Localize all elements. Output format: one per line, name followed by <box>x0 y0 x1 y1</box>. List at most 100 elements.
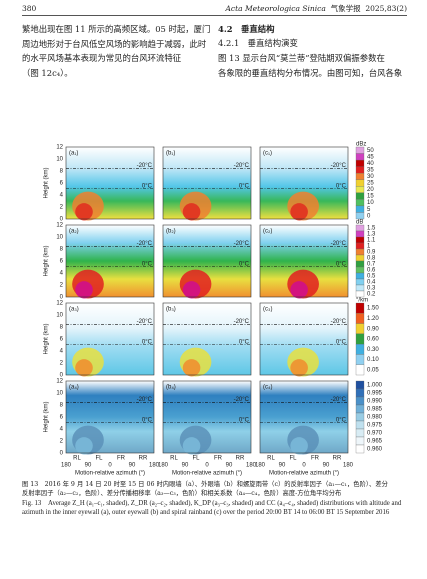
colorbar-segment <box>355 323 365 335</box>
colorbar-tick-label: 0 <box>367 213 371 219</box>
caption-line: 反射率因子（a₂—c₂，色阶）、差分传播相移率（a₃—c₃，色阶）和相关系数（a… <box>22 490 342 497</box>
x-tick-label: 90 <box>279 463 286 469</box>
colorbar-segment <box>355 396 365 406</box>
colorbar-segment <box>355 236 365 244</box>
text-line: 各象限的垂直结构分布情况。由图可知，台风各象 <box>218 67 403 78</box>
x-tick-label: 90 <box>85 463 92 469</box>
y-tick-label: 4 <box>60 193 64 199</box>
colorbar-tick-label: 0.960 <box>367 447 383 453</box>
field-core <box>290 437 308 455</box>
colorbar-segment <box>355 153 365 161</box>
x-tick-label: 180 <box>158 463 169 469</box>
colorbar-segment <box>355 205 365 213</box>
colorbar-unit: dBz <box>356 142 366 148</box>
y-tick-label: 0 <box>60 295 64 301</box>
y-tick-label: 12 <box>56 301 63 307</box>
isotherm-label: -20°C <box>331 163 347 169</box>
panel-frame <box>259 146 349 220</box>
x-tick-label: 0 <box>302 463 306 469</box>
isotherm-label: 0°C <box>239 417 250 423</box>
panel-frame <box>65 224 155 298</box>
isotherm-label: -20°C <box>137 163 153 169</box>
panel-label: (b₃) <box>166 307 176 313</box>
subsection-heading: 4.2.1 垂直结构演变 <box>218 38 298 48</box>
colorbar-tick-label: 0.30 <box>367 347 379 353</box>
panel-frame <box>65 302 155 376</box>
colorbar-segment <box>355 412 365 422</box>
colorbar-segment <box>355 230 365 238</box>
panel-frame <box>162 380 252 454</box>
field-core <box>182 359 201 377</box>
panel-frame <box>162 302 252 376</box>
colorbar-segment <box>355 380 365 390</box>
y-tick-label: 6 <box>60 415 64 421</box>
x-axis-label: Motion-relative azimuth (°) <box>75 471 145 477</box>
x-tick-label: 180 <box>255 463 266 469</box>
y-tick-label: 0 <box>60 373 64 379</box>
caption-en: Fig. 13 Average Z_H (a₁–c₁, shaded), Z_D… <box>22 500 402 516</box>
x-tick-label: 0 <box>108 463 112 469</box>
colorbar-tick-label: 0.980 <box>367 415 383 421</box>
y-tick-label: 10 <box>56 235 63 241</box>
isotherm-label: 0°C <box>336 339 347 345</box>
colorbar-segment <box>355 313 365 324</box>
panel-label: (b₂) <box>166 229 176 235</box>
y-tick-label: 2 <box>60 283 64 289</box>
panel-label: (c₃) <box>263 307 272 313</box>
running-head: Acta Meteorologica Sinica 气象学报 2025,83(2… <box>226 4 407 14</box>
colorbar-tick-label: 1 <box>367 244 371 250</box>
panel-frame <box>259 224 349 298</box>
colorbar-segment <box>355 186 365 193</box>
x-tick-label: 90 <box>129 463 136 469</box>
isotherm-label: 0°C <box>239 339 250 345</box>
section-heading: 4.2 垂直结构 <box>218 24 275 34</box>
text-line: 周边地形对于台风低空风场的影响趋于减弱，此时 <box>22 38 207 49</box>
journal: Acta Meteorologica Sinica <box>225 4 326 13</box>
colorbar-tick-label: 0.05 <box>367 367 379 373</box>
colorbar-tick-label: 0.965 <box>367 439 383 445</box>
quadrant-label: RL <box>170 456 178 462</box>
text-line: （图 12c₄）。 <box>22 67 73 78</box>
colorbar-segment <box>355 278 365 286</box>
colorbar-tick-label: 0.990 <box>367 399 383 405</box>
x-axis-label: Motion-relative azimuth (°) <box>172 471 242 477</box>
field-core <box>75 359 93 377</box>
y-tick-label: 10 <box>56 391 63 397</box>
field-core <box>290 203 308 221</box>
x-tick-label: 90 <box>226 463 233 469</box>
colorbar-tick-label: 1.1 <box>367 238 376 244</box>
panel-label: (a₂) <box>69 229 79 235</box>
isotherm-label: -20°C <box>331 241 347 247</box>
caption-line: 图 13 2016 年 9 月 14 日 20 时至 15 日 06 时内眼墙（… <box>22 481 388 488</box>
colorbar-tick-label: 0.7 <box>367 262 376 268</box>
quadrant-label: FL <box>289 456 297 462</box>
colorbar-segment <box>355 192 365 200</box>
isotherm-label: 0°C <box>142 417 153 423</box>
y-tick-label: 2 <box>60 439 64 445</box>
colorbar-tick-label: 0.2 <box>367 292 376 298</box>
field-core <box>75 203 93 221</box>
colorbar-tick-label: 35 <box>367 167 374 173</box>
colorbar-segment <box>355 199 365 207</box>
colorbar-tick-label: 0.970 <box>367 431 383 437</box>
panel-frame <box>259 380 349 454</box>
colorbar-segment <box>355 173 365 180</box>
colorbar-tick-label: 10 <box>367 200 374 206</box>
colorbar-segment <box>355 420 365 430</box>
y-tick-label: 8 <box>60 247 64 253</box>
colorbar-segment <box>355 343 365 355</box>
colorbar-tick-label: 50 <box>367 148 374 154</box>
panel-label: (c₁) <box>263 151 272 157</box>
panel-label: (b₄) <box>166 385 176 391</box>
colorbar-tick-label: 0.6 <box>367 268 376 274</box>
quadrant-label: FL <box>192 456 200 462</box>
colorbar-segment <box>355 333 365 345</box>
panel-label: (b₁) <box>166 151 175 157</box>
colorbar-tick-label: 0.985 <box>367 407 383 413</box>
isotherm-label: -20°C <box>234 163 250 169</box>
quadrant-label: FL <box>95 456 103 462</box>
isotherm-label: -20°C <box>137 241 153 247</box>
colorbar-tick-label: 30 <box>367 174 374 180</box>
colorbar-tick-label: 1.5 <box>367 226 376 232</box>
